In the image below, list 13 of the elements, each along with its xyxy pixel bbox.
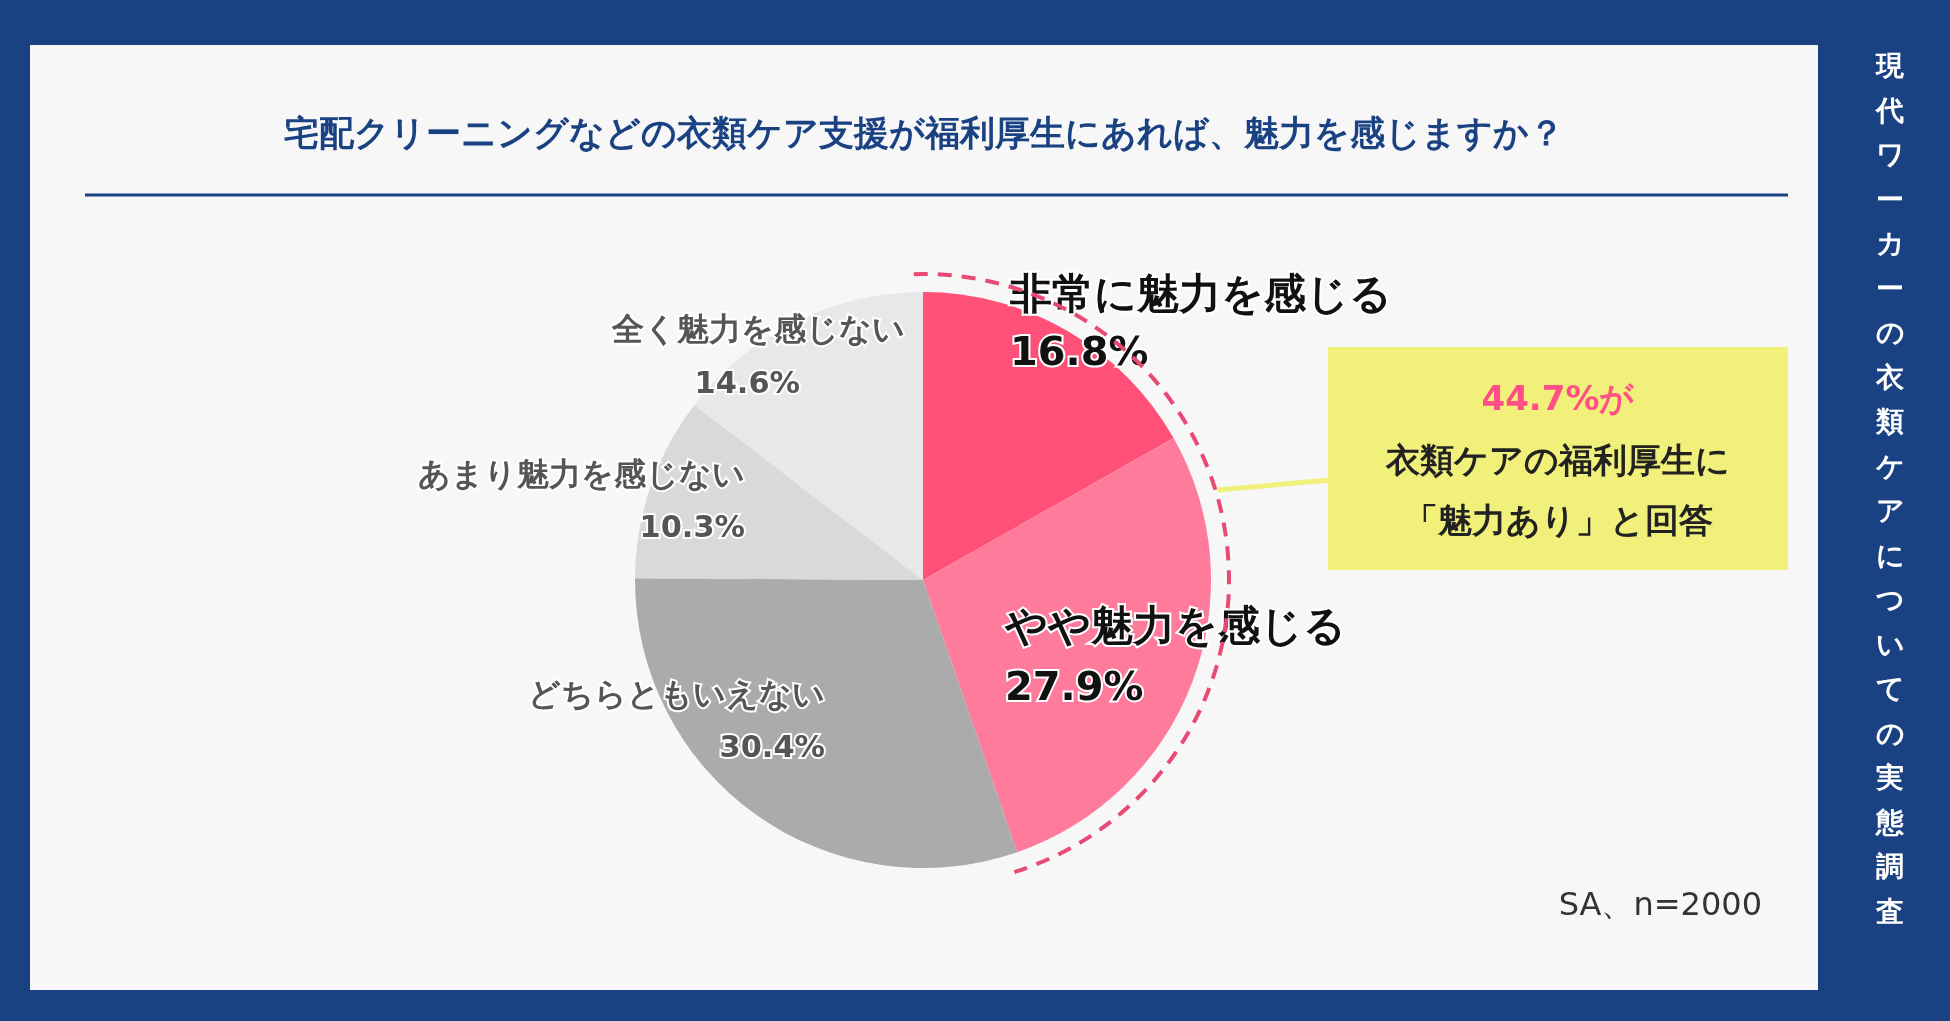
slice-label: 全く魅力を感じない — [611, 310, 905, 348]
text: 衣類ケアの福利厚生に — [1385, 440, 1730, 480]
subtitle: 現代ワーカーの衣類ケアについての実態調査 — [1875, 49, 1905, 928]
text: 「魅力あり」と回答 — [1403, 500, 1713, 540]
chart-title: 宅配クリーニングなどの衣類ケア支援が福利厚生にあれば、魅力を感じますか？ — [284, 113, 1564, 153]
data-label: 27.9% — [1005, 663, 1144, 709]
data-label: 14.6% — [694, 365, 800, 400]
data-label: 10.3% — [639, 509, 745, 544]
slice-label: あまり魅力を感じない — [418, 455, 745, 493]
text: SA、n=2000 — [1558, 885, 1762, 923]
data-label: 30.4% — [719, 729, 825, 764]
slice-label: どちらともいえない — [528, 675, 825, 713]
text: 44.7%が — [1481, 378, 1636, 418]
